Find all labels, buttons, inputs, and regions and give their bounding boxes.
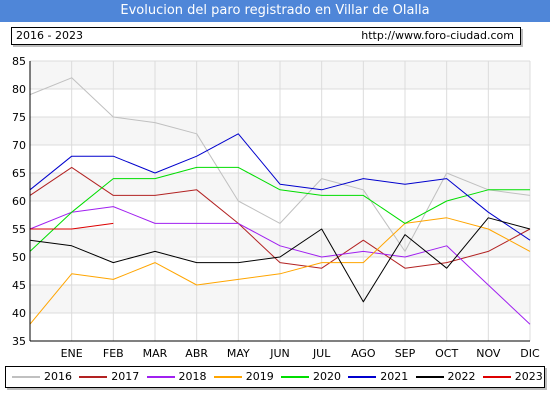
source-url: http://www.foro-ciudad.com xyxy=(361,29,514,42)
series-line-2017 xyxy=(29,166,531,269)
y-tick-label: 50 xyxy=(12,251,26,264)
legend-swatch xyxy=(482,376,511,378)
x-tick-label: MAR xyxy=(143,347,168,360)
x-tick-label: MAY xyxy=(227,347,250,360)
y-tick-label: 80 xyxy=(12,83,26,96)
legend-label: 2019 xyxy=(245,370,274,383)
x-tick-label: SEP xyxy=(395,347,416,360)
y-tick-label: 60 xyxy=(12,195,26,208)
x-tick-label: ENE xyxy=(61,347,83,360)
x-tick-label: DIC xyxy=(520,347,540,360)
legend-swatch xyxy=(281,376,309,378)
x-tick-label: ABR xyxy=(185,347,208,360)
y-tick-label: 55 xyxy=(12,223,26,236)
y-tick-label: 70 xyxy=(12,139,26,152)
series-line-2023 xyxy=(30,222,114,230)
legend-swatch xyxy=(12,376,40,378)
legend-label: 2020 xyxy=(313,370,341,383)
x-tick-label: JUN xyxy=(269,347,290,360)
y-tick-label: 85 xyxy=(12,55,26,68)
y-tick-label: 75 xyxy=(12,111,26,124)
x-tick-label: NOV xyxy=(476,347,501,360)
legend-swatch xyxy=(213,376,242,378)
series-line-2018 xyxy=(29,206,531,325)
series-line-2022 xyxy=(29,217,531,303)
legend-swatch xyxy=(348,376,377,378)
series-line-2020 xyxy=(29,166,530,252)
y-tick-label: 40 xyxy=(12,307,26,320)
legend-label: 2017 xyxy=(111,370,140,383)
legend-label: 2018 xyxy=(178,370,207,383)
series-line-2021 xyxy=(29,133,531,241)
legend: 2016 2017 2018 2019 2020 2021 2022 2023 xyxy=(5,366,545,388)
x-tick-label: JUL xyxy=(312,347,331,360)
legend-label: 2022 xyxy=(447,370,476,383)
x-tick-label: FEB xyxy=(103,347,124,360)
legend-swatch xyxy=(415,376,444,378)
series-line-2019 xyxy=(29,217,531,325)
x-tick-label: AGO xyxy=(351,347,376,360)
info-box: 2016 - 2023 http://www.foro-ciudad.com xyxy=(11,27,521,45)
x-tick-label: OCT xyxy=(435,347,458,360)
y-tick-label: 35 xyxy=(12,335,26,348)
legend-label: 2016 xyxy=(44,370,72,383)
legend-label: 2023 xyxy=(514,370,543,383)
chart-title: Evolucion del paro registrado en Villar … xyxy=(0,0,550,22)
legend-swatch xyxy=(79,376,108,378)
series-line-2016 xyxy=(29,77,531,252)
y-tick-label: 65 xyxy=(12,167,26,180)
legend-swatch xyxy=(146,376,175,378)
legend-label: 2021 xyxy=(380,370,409,383)
y-tick-label: 45 xyxy=(12,279,26,292)
year-range-label: 2016 - 2023 xyxy=(16,29,83,42)
